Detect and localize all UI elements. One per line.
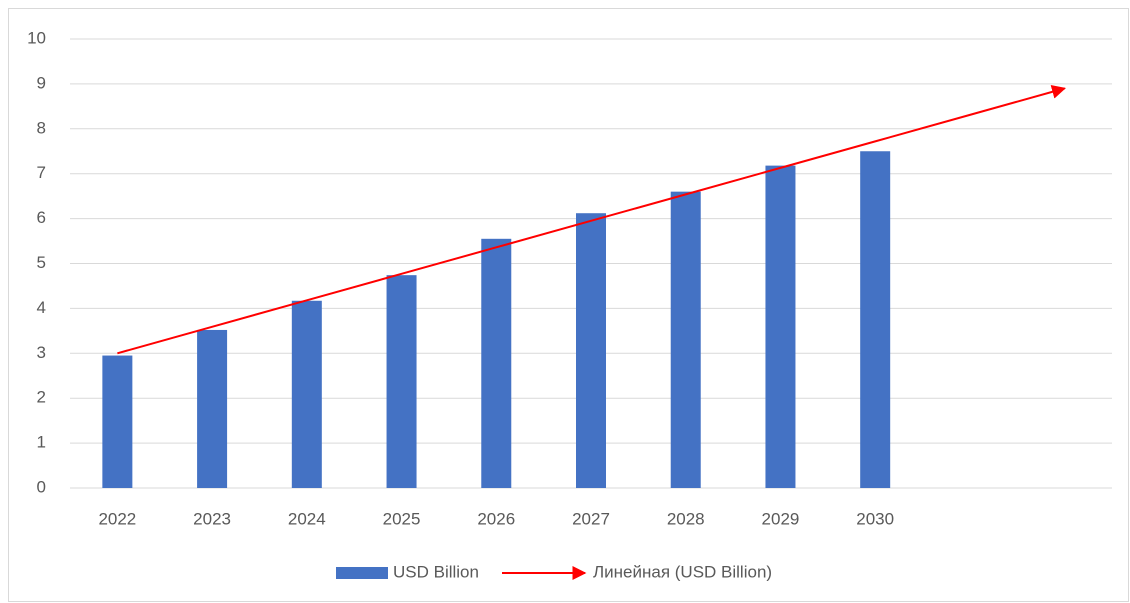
bar [102, 355, 133, 488]
y-tick-label: 9 [37, 73, 46, 92]
bar [481, 238, 512, 488]
x-tick-label: 2029 [762, 509, 800, 528]
y-tick-label: 6 [37, 208, 46, 227]
y-tick-label: 1 [37, 433, 46, 452]
bar [386, 275, 417, 488]
x-tick-label: 2027 [572, 509, 610, 528]
y-tick-label: 4 [37, 298, 46, 317]
x-tick-label: 2026 [477, 509, 515, 528]
bar [860, 151, 891, 488]
legend-label: Линейная (USD Billion) [593, 562, 772, 581]
trendline [117, 85, 1066, 355]
x-tick-label: 2023 [193, 509, 231, 528]
chart-border [8, 8, 1129, 602]
y-tick-label: 8 [37, 118, 46, 137]
bar [576, 213, 606, 488]
bar [197, 329, 228, 488]
x-tick-label: 2025 [383, 509, 421, 528]
x-tick-label: 2024 [288, 509, 326, 528]
y-tick-label: 7 [37, 163, 46, 182]
bar [670, 191, 701, 488]
x-tick-label: 2030 [856, 509, 894, 528]
x-tick-label: 2022 [98, 509, 136, 528]
bar [291, 300, 322, 488]
y-tick-label: 3 [37, 343, 46, 362]
y-tick-label: 0 [37, 477, 46, 496]
legend-swatch [336, 567, 388, 579]
bar [765, 165, 796, 489]
y-tick-label: 2 [37, 388, 46, 407]
y-tick-label: 5 [37, 253, 46, 272]
x-tick-label: 2028 [667, 509, 705, 528]
y-tick-label: 10 [27, 28, 46, 47]
legend-label: USD Billion [393, 562, 479, 581]
